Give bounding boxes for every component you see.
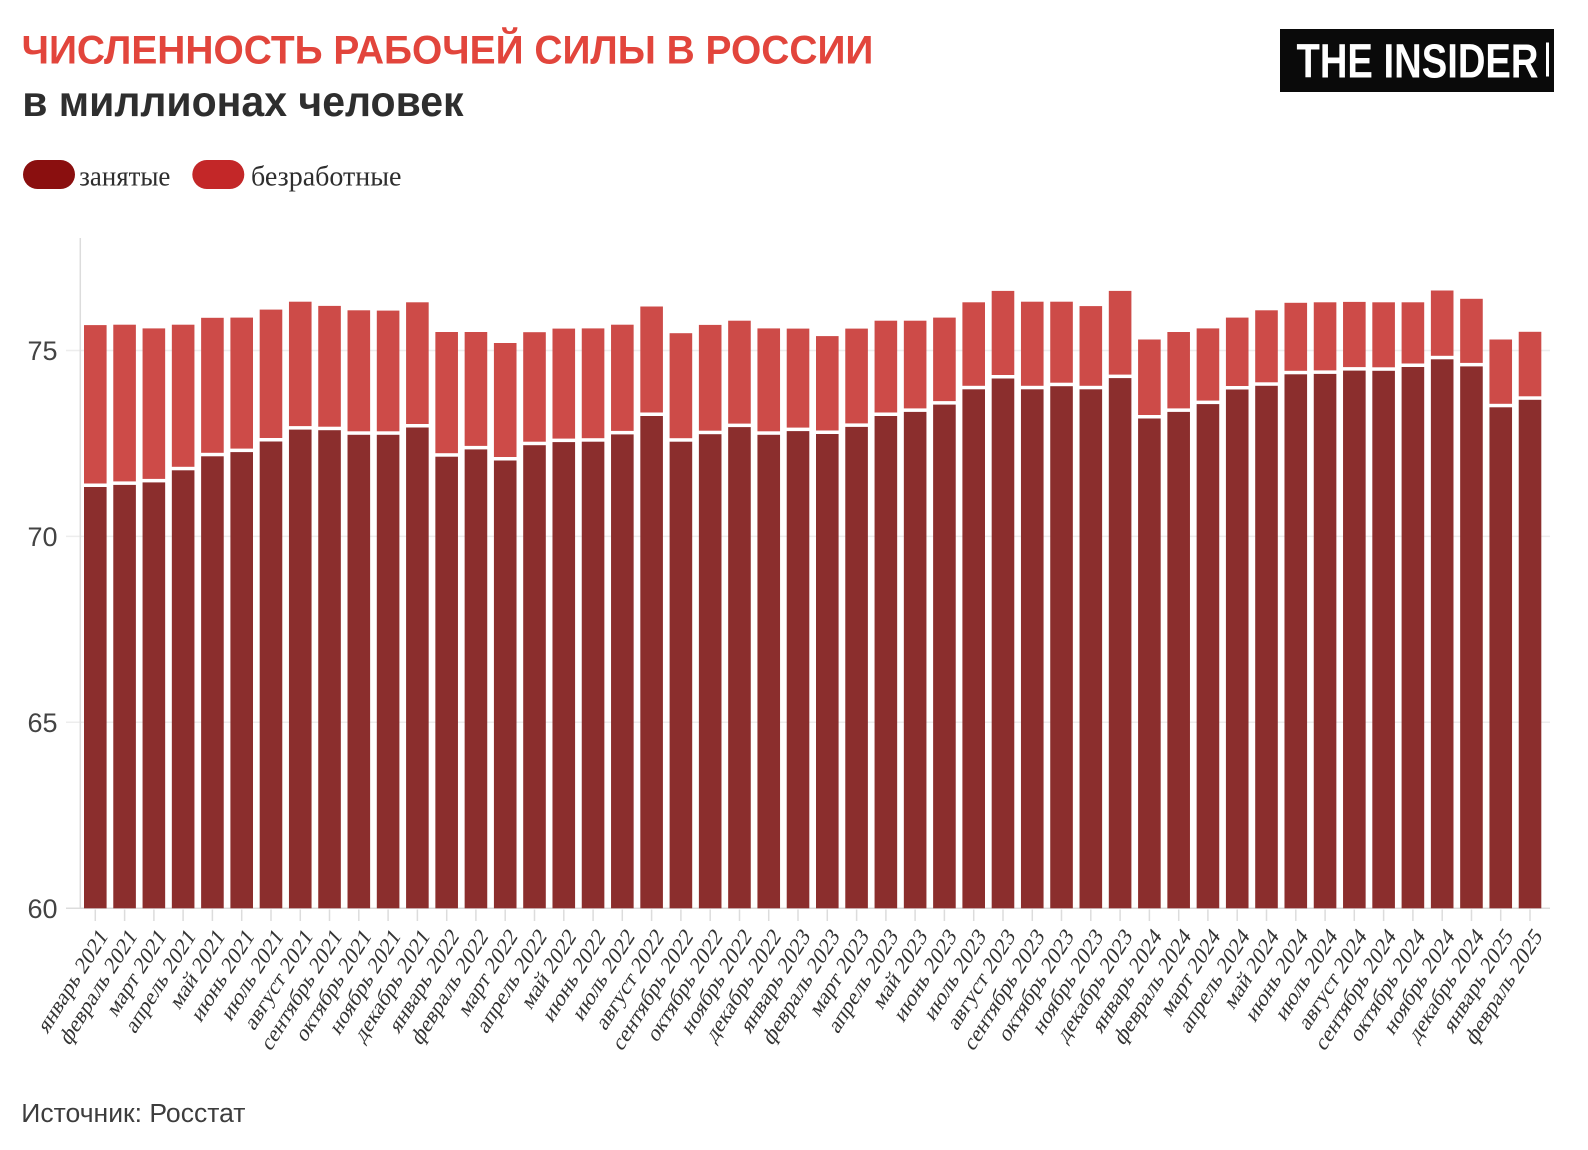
svg-text:ЧИСЛЕННОСТЬ РАБОЧЕЙ СИЛЫ В РОС: ЧИСЛЕННОСТЬ РАБОЧЕЙ СИЛЫ В РОССИИ [22,27,874,73]
svg-text:65: 65 [27,708,57,738]
svg-text:THE INSIDER: THE INSIDER [1297,35,1539,88]
svg-text:70: 70 [27,522,57,552]
svg-text:занятые: занятые [79,161,170,192]
svg-text:75: 75 [27,336,57,366]
svg-text:Источник: Росстат: Источник: Росстат [21,1098,245,1128]
svg-text:60: 60 [27,894,57,924]
svg-text:безработные: безработные [251,162,401,193]
svg-text:в миллионах человек: в миллионах человек [22,77,463,125]
